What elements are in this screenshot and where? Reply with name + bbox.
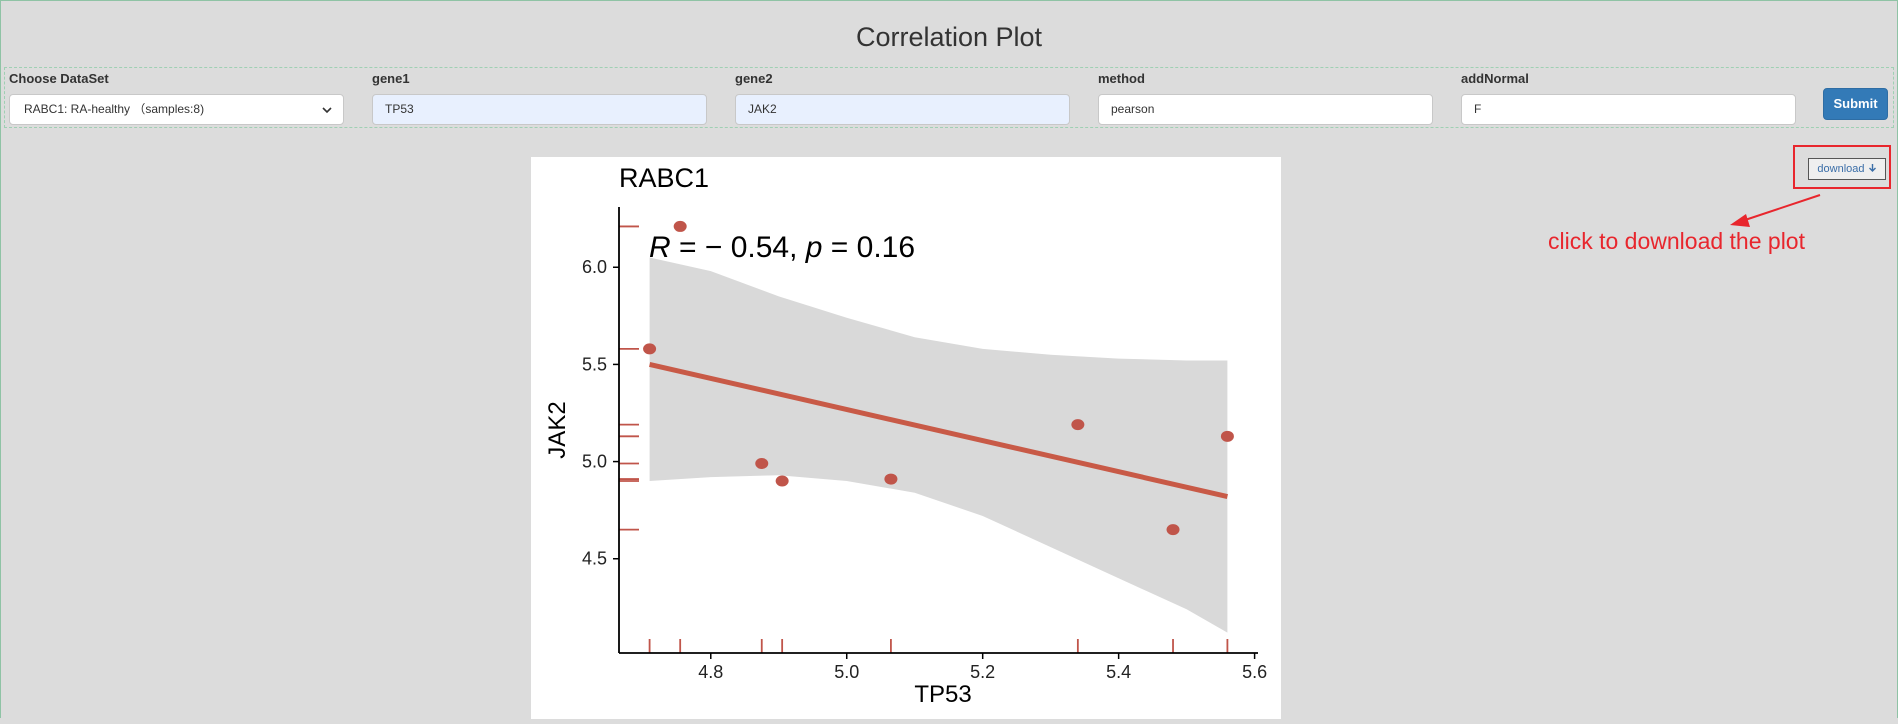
x-tick-label: 5.6 xyxy=(1242,662,1267,682)
method-input[interactable]: pearson xyxy=(1098,94,1433,125)
p-symbol: p xyxy=(805,231,823,264)
regression-line xyxy=(649,361,1228,499)
chevron-down-icon xyxy=(322,107,332,114)
gene2-input[interactable]: JAK2 xyxy=(735,94,1070,125)
correlation-chart: 4.8 5.0 5.2 5.4 5.6 4.5 5.0 5.5 6.0 RABC1 R = − … xyxy=(544,163,1267,708)
plot-panel: 4.8 5.0 5.2 5.4 5.6 4.5 5.0 5.5 6.0 RABC1 R = − … xyxy=(531,157,1281,719)
data-point-4 xyxy=(775,475,789,487)
x-tick-label: 5.0 xyxy=(834,662,859,682)
dataset-selected-value: RABC1: RA-healthy （samples:8) xyxy=(24,102,205,116)
method-label: method xyxy=(1098,71,1145,86)
x-tick-label: 5.4 xyxy=(1106,662,1131,682)
y-tick-label: 6.0 xyxy=(582,257,607,277)
p-value: = 0.16 xyxy=(822,231,915,264)
x-tick-label: 4.8 xyxy=(698,662,723,682)
y-tick-label: 5.0 xyxy=(582,452,607,472)
query-form: Choose DataSet RABC1: RA-healthy （sample… xyxy=(4,67,1894,128)
data-point-1 xyxy=(643,343,657,355)
correlation-stat-label: R = − 0.54, p = 0.16 xyxy=(649,231,915,264)
annotation-arrow-icon xyxy=(1730,194,1821,227)
data-point-2 xyxy=(673,220,687,232)
y-tick-label: 4.5 xyxy=(582,549,607,569)
arrow-down-icon xyxy=(1868,164,1876,172)
data-point-5 xyxy=(884,473,898,485)
gene1-input[interactable]: TP53 xyxy=(372,94,707,125)
data-point-6 xyxy=(1071,419,1085,431)
r-value: = − 0.54, xyxy=(671,231,806,264)
data-point-8 xyxy=(1220,430,1234,442)
x-axis-label: TP53 xyxy=(914,681,971,708)
gene1-label: gene1 xyxy=(372,71,410,86)
chart-title: RABC1 xyxy=(619,163,709,193)
addnormal-label: addNormal xyxy=(1461,71,1529,86)
data-point-3 xyxy=(755,458,769,470)
submit-button[interactable]: Submit xyxy=(1823,88,1888,120)
download-highlight-box xyxy=(1793,145,1891,189)
data-point-7 xyxy=(1166,524,1180,536)
confidence-band xyxy=(649,257,1228,633)
dataset-label: Choose DataSet xyxy=(9,71,109,86)
dataset-select[interactable]: RABC1: RA-healthy （samples:8) xyxy=(9,94,344,125)
download-label: download xyxy=(1817,163,1865,175)
gene2-label: gene2 xyxy=(735,71,773,86)
page-title: Correlation Plot xyxy=(855,22,1043,52)
y-tick-label: 5.5 xyxy=(582,354,607,374)
y-axis-label: JAK2 xyxy=(544,401,571,458)
x-tick-label: 5.2 xyxy=(970,662,995,682)
annotation-text: click to download the plot xyxy=(1548,228,1805,254)
download-button[interactable]: download xyxy=(1808,158,1886,180)
r-symbol: R xyxy=(649,231,671,264)
addnormal-input[interactable]: F xyxy=(1461,94,1796,125)
